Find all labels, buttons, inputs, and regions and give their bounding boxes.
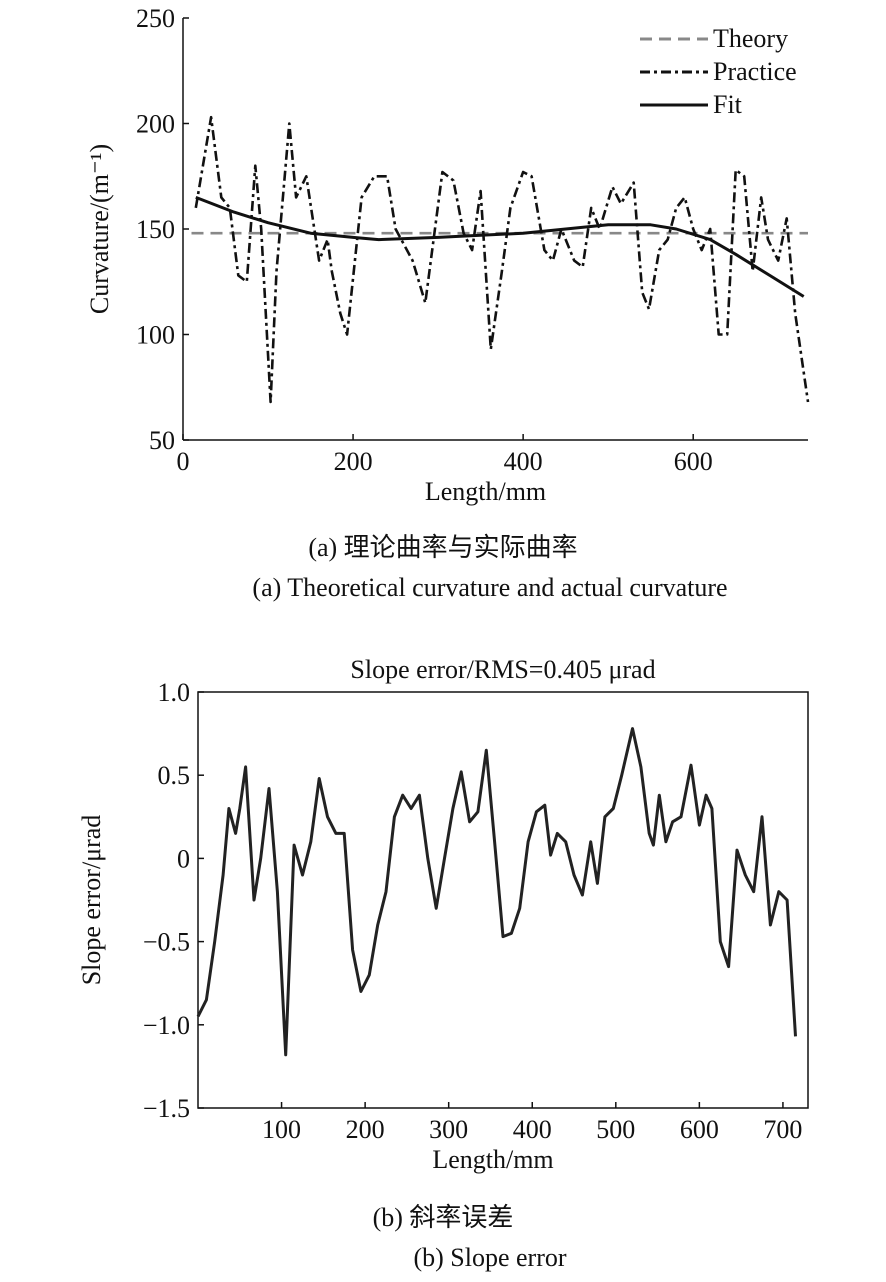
x-tick-label: 700 xyxy=(763,1115,802,1144)
legend-label: Practice xyxy=(713,57,797,86)
x-tick-label: 600 xyxy=(680,1115,719,1144)
x-tick-label: 400 xyxy=(504,447,543,476)
x-tick-label: 200 xyxy=(334,447,373,476)
y-tick-label: 200 xyxy=(136,110,175,139)
x-axis-label: Length/mm xyxy=(425,477,546,506)
y-tick-label: −1.5 xyxy=(143,1094,190,1123)
y-axis-label: Curvature/(m⁻¹) xyxy=(85,144,114,314)
series-line-practice xyxy=(194,115,810,404)
chart-slope-error: 100 200 300 400 500 600 700 −1.5 −1.0 −0.5 0 0.5 1.0… xyxy=(77,655,809,1272)
caption-cn: (b) 斜率误差 xyxy=(373,1203,514,1232)
y-axis-label: Slope error/μrad xyxy=(77,815,106,986)
y-tick-label: 0.5 xyxy=(158,761,191,790)
caption-cn: (a) 理论曲率与实际曲率 xyxy=(308,533,577,562)
plot-frame xyxy=(197,691,809,1109)
series-line-fit xyxy=(195,196,805,298)
chart-title: Slope error/RMS=0.405 μrad xyxy=(350,655,655,684)
legend-label: Theory xyxy=(713,24,788,53)
x-tick-label: 400 xyxy=(513,1115,552,1144)
x-tick-label: 100 xyxy=(262,1115,301,1144)
y-tick-label: 0 xyxy=(177,844,190,873)
x-axis-label: Length/mm xyxy=(432,1145,553,1174)
legend-label: Fit xyxy=(713,90,743,119)
y-tick-label: −0.5 xyxy=(143,928,190,957)
x-tick-label: 600 xyxy=(674,447,713,476)
y-tick-label: 50 xyxy=(149,426,175,455)
caption-en: (a) Theoretical curvature and actual cur… xyxy=(252,573,727,602)
y-tick-label: 100 xyxy=(136,321,175,350)
x-tick-label: 0 xyxy=(177,447,190,476)
x-tick-label: 200 xyxy=(346,1115,385,1144)
caption-en: (b) Slope error xyxy=(413,1243,566,1272)
chart-curvature: 0 200 400 600 50 100 150 200 250 Length/mm Curvatu… xyxy=(85,4,810,602)
x-tick-label: 500 xyxy=(596,1115,635,1144)
y-tick-label: 250 xyxy=(136,4,175,33)
x-tick-label: 300 xyxy=(429,1115,468,1144)
y-tick-label: 1.0 xyxy=(158,678,191,707)
y-tick-label: −1.0 xyxy=(143,1011,190,1040)
series-line-slope-error xyxy=(196,727,797,1057)
y-tick-label: 150 xyxy=(136,215,175,244)
